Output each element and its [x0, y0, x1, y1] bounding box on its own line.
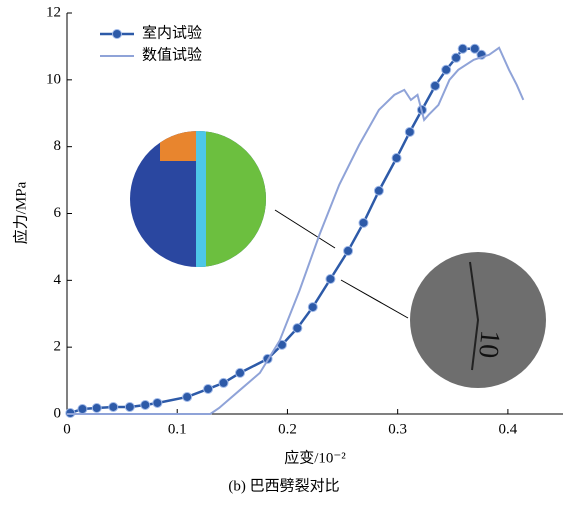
x-tick-label: 0.1 — [168, 421, 187, 437]
x-tick-label: 0 — [63, 421, 71, 437]
data-point — [77, 403, 88, 414]
data-point — [152, 397, 163, 408]
legend-marker — [112, 29, 122, 39]
inset-simulation — [130, 131, 266, 267]
y-tick-label: 2 — [54, 339, 62, 355]
legend-label: 数值试验 — [142, 46, 202, 63]
data-point — [235, 367, 246, 378]
y-axis-label: 应力/MPa — [11, 181, 29, 244]
pointer-line — [274, 209, 336, 249]
data-point — [65, 407, 76, 418]
x-axis-label: 应变/10⁻² — [284, 448, 346, 466]
pointer-line — [340, 279, 409, 319]
y-tick-label: 10 — [46, 71, 61, 87]
x-tick-label: 0.4 — [499, 421, 518, 437]
inset-photo: 10 — [410, 252, 546, 388]
data-point — [218, 377, 229, 388]
data-point — [325, 273, 336, 284]
series-line — [69, 47, 483, 415]
data-point — [404, 126, 415, 137]
y-tick-label: 4 — [54, 272, 62, 288]
data-point — [203, 383, 214, 394]
data-point — [124, 401, 135, 412]
data-point — [451, 52, 462, 63]
data-point — [91, 402, 102, 413]
y-tick-label: 6 — [54, 205, 62, 221]
data-point — [358, 217, 369, 228]
caption: (b) 巴西劈裂对比 — [228, 476, 339, 494]
data-point — [292, 323, 303, 334]
x-tick-label: 0.2 — [278, 421, 297, 437]
data-point — [307, 302, 318, 313]
svg-text:10: 10 — [472, 329, 505, 360]
data-point — [373, 185, 384, 196]
y-tick-label: 8 — [54, 138, 62, 154]
data-point — [391, 153, 402, 164]
legend-label: 室内试验 — [142, 24, 202, 41]
data-point — [441, 64, 452, 75]
y-tick-label: 0 — [54, 405, 62, 421]
series-line — [67, 46, 525, 415]
y-tick-label: 12 — [46, 4, 61, 20]
x-tick-label: 0.3 — [388, 421, 407, 437]
data-point — [182, 391, 193, 402]
data-point — [343, 245, 354, 256]
data-point — [469, 43, 480, 54]
data-point — [108, 401, 119, 412]
data-point — [457, 43, 468, 54]
data-point — [430, 80, 441, 91]
data-point — [140, 399, 151, 410]
